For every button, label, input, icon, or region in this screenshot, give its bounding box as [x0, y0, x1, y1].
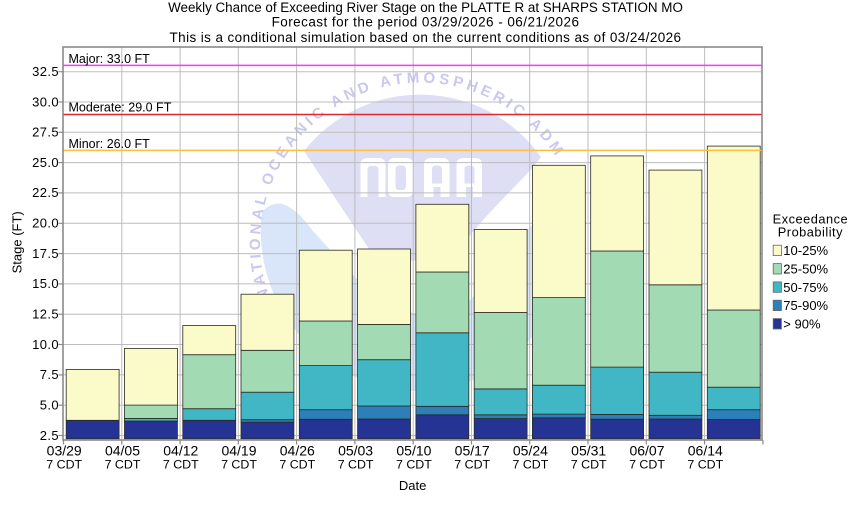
svg-text:05/24: 05/24 [513, 443, 548, 459]
svg-text:7 CDT: 7 CDT [687, 457, 723, 471]
svg-text:50-75%: 50-75% [783, 280, 828, 295]
svg-text:30.0: 30.0 [32, 94, 59, 109]
svg-text:12.5: 12.5 [32, 307, 59, 322]
svg-text:7 CDT: 7 CDT [105, 457, 141, 471]
svg-text:7 CDT: 7 CDT [46, 457, 82, 471]
svg-text:15.0: 15.0 [32, 276, 59, 291]
svg-text:7 CDT: 7 CDT [629, 457, 665, 471]
svg-text:10-25%: 10-25% [783, 243, 828, 258]
svg-text:05/10: 05/10 [396, 443, 431, 459]
svg-text:Weekly Chance of Exceeding Riv: Weekly Chance of Exceeding River Stage o… [168, 0, 683, 15]
svg-text:Moderate: 29.0 FT: Moderate: 29.0 FT [69, 101, 172, 115]
svg-text:05/03: 05/03 [338, 443, 373, 459]
svg-text:75-90%: 75-90% [783, 298, 828, 313]
svg-text:25.0: 25.0 [32, 155, 59, 170]
svg-text:Exceedance: Exceedance [773, 211, 848, 226]
svg-text:7 CDT: 7 CDT [396, 457, 432, 471]
svg-text:06/07: 06/07 [629, 443, 664, 459]
svg-text:32.5: 32.5 [32, 64, 59, 79]
svg-text:06/14: 06/14 [688, 443, 723, 459]
svg-text:7 CDT: 7 CDT [279, 457, 315, 471]
svg-text:This is a conditional simulati: This is a conditional simulation based o… [170, 30, 682, 45]
svg-text:7 CDT: 7 CDT [454, 457, 490, 471]
svg-text:Probability: Probability [778, 225, 843, 240]
svg-text:04/05: 04/05 [105, 443, 140, 459]
svg-text:7 CDT: 7 CDT [163, 457, 199, 471]
svg-text:17.5: 17.5 [32, 246, 59, 261]
svg-text:22.5: 22.5 [32, 185, 59, 200]
svg-text:> 90%: > 90% [783, 317, 821, 332]
svg-text:27.5: 27.5 [32, 125, 59, 140]
svg-text:05/31: 05/31 [571, 443, 606, 459]
svg-text:7 CDT: 7 CDT [571, 457, 607, 471]
svg-text:10.0: 10.0 [32, 337, 59, 352]
svg-text:Stage (FT): Stage (FT) [10, 211, 25, 273]
svg-text:7 CDT: 7 CDT [338, 457, 374, 471]
svg-text:2.5: 2.5 [40, 428, 59, 443]
svg-text:Major: 33.0 FT: Major: 33.0 FT [69, 52, 151, 66]
svg-text:7 CDT: 7 CDT [512, 457, 548, 471]
svg-text:Forecast for the period 03/29/: Forecast for the period 03/29/2026 - 06/… [272, 15, 580, 30]
svg-text:7 CDT: 7 CDT [221, 457, 257, 471]
svg-text:5.0: 5.0 [40, 398, 59, 413]
svg-text:05/17: 05/17 [455, 443, 490, 459]
svg-text:04/12: 04/12 [163, 443, 198, 459]
svg-text:25-50%: 25-50% [783, 261, 828, 276]
svg-text:04/26: 04/26 [280, 443, 315, 459]
svg-text:Date: Date [399, 478, 426, 493]
svg-text:7.5: 7.5 [40, 367, 59, 382]
svg-text:Minor: 26.0 FT: Minor: 26.0 FT [69, 137, 151, 151]
svg-text:20.0: 20.0 [32, 216, 59, 231]
svg-text:04/19: 04/19 [221, 443, 256, 459]
svg-text:03/29: 03/29 [47, 443, 82, 459]
